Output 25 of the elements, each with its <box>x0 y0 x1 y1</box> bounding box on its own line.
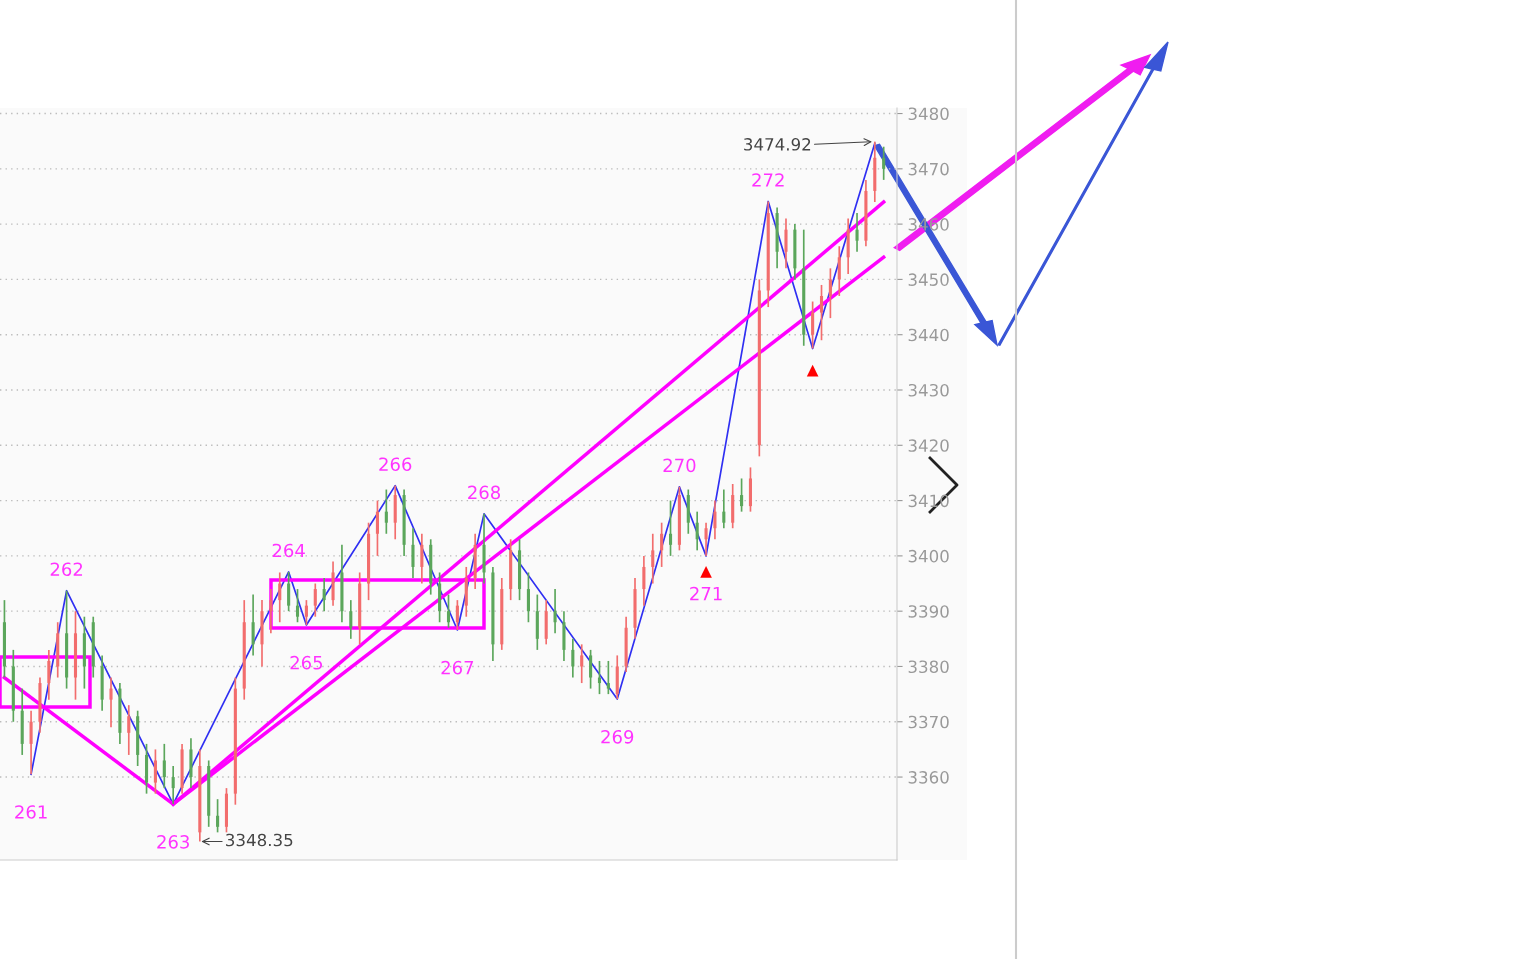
y-tick-label: 3470 <box>908 162 949 176</box>
annotation: 270 <box>663 458 696 473</box>
y-tick-label: 3380 <box>908 660 949 674</box>
y-tick-label: 3360 <box>908 771 949 784</box>
annotation: 261 <box>15 805 47 819</box>
annotation: 263 <box>157 835 189 849</box>
annotation: 272 <box>752 173 784 187</box>
annotation: 268 <box>468 485 501 500</box>
y-tick-label: 3370 <box>908 715 949 729</box>
annotation: 271 <box>690 586 722 601</box>
y-tick-label: 3390 <box>908 605 949 618</box>
annotation: 264 <box>272 543 305 558</box>
annotation: 3348.35 <box>226 833 293 847</box>
y-tick-label: 3440 <box>908 328 949 342</box>
annotation: 269 <box>601 729 634 744</box>
y-tick-label: 3420 <box>908 439 949 452</box>
annotation: 262 <box>50 562 83 577</box>
annotation: 265 <box>290 655 323 670</box>
y-tick-label: 3450 <box>908 273 949 286</box>
y-tick-label: 3480 <box>908 107 949 121</box>
y-tick-label: 3400 <box>908 549 949 563</box>
annotation: 266 <box>379 457 412 472</box>
annotation: 267 <box>441 660 474 675</box>
y-tick-label: 3430 <box>908 383 949 397</box>
annotation: 3474.92 <box>744 138 811 151</box>
